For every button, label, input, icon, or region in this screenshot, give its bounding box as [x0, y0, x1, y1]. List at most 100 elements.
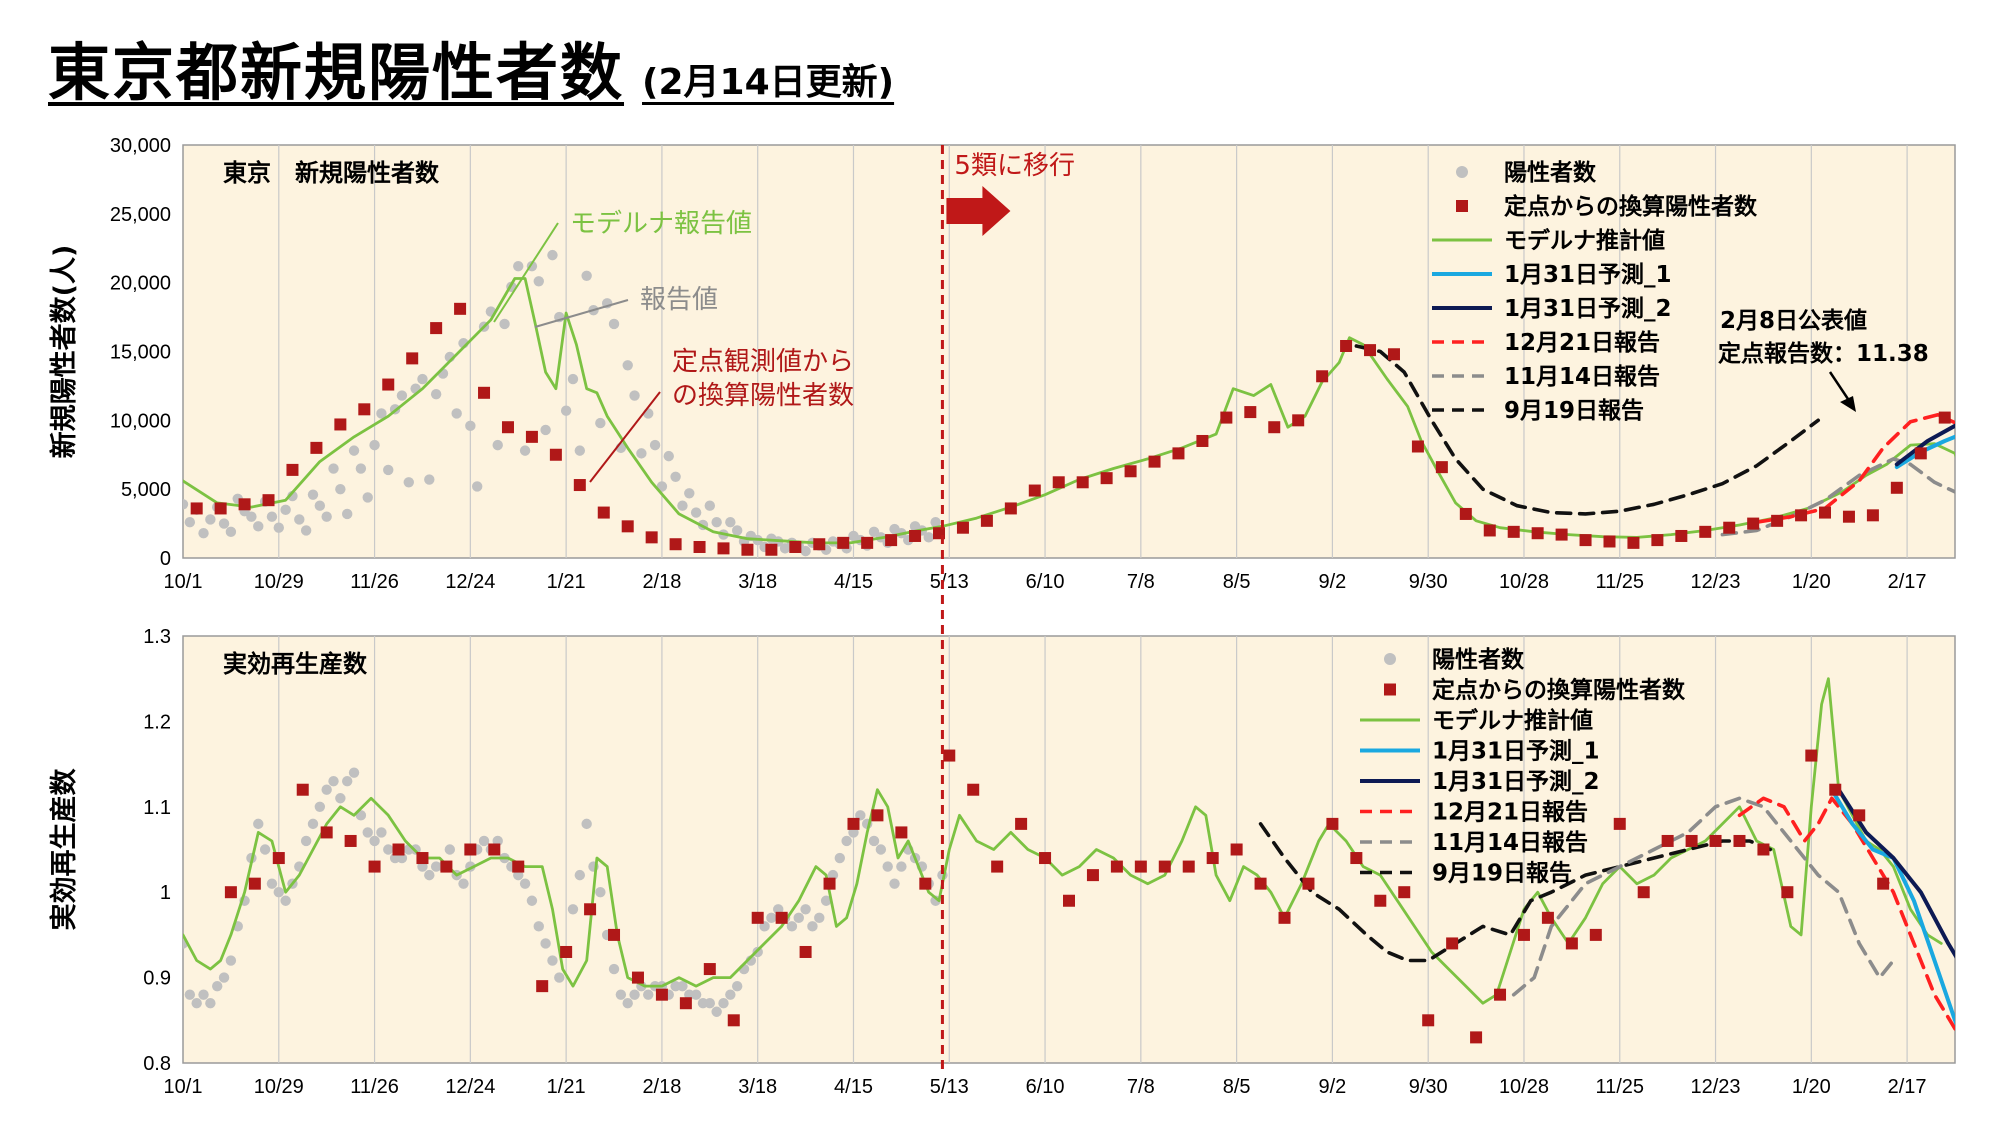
sentinel-point [1963, 410, 1975, 422]
reported-point [800, 545, 811, 557]
reported-point [684, 488, 695, 499]
jan31-forecast-1-line [1829, 787, 1955, 1026]
reported-point [711, 517, 722, 528]
sentinel-point [406, 352, 419, 365]
reported-point [814, 912, 825, 924]
sentinel-point [1842, 510, 1855, 523]
sentinel-point [967, 783, 980, 796]
reported-point [615, 989, 627, 1000]
sentinel-point [1579, 534, 1592, 547]
reported-point [677, 500, 688, 511]
sentinel-point [631, 971, 644, 984]
legend-swatch-square [1384, 683, 1396, 696]
sentinel-point [655, 988, 668, 1001]
reported-point [307, 489, 319, 500]
reported-point [225, 955, 237, 966]
divider-label: 5類に移行 [954, 151, 1075, 181]
reported-point [533, 276, 544, 287]
sentinel-point [1387, 348, 1400, 361]
sentinel-point [1866, 509, 1879, 522]
reported-point [307, 818, 319, 830]
x-tick-label: 11/26 [350, 571, 399, 593]
reported-point [376, 827, 387, 838]
reported-point [273, 887, 284, 898]
sentinel-point [536, 980, 549, 993]
reported-point [280, 895, 291, 906]
sentinel-point [368, 860, 381, 873]
sentinel-point [1411, 440, 1424, 453]
sentinel-point [991, 860, 1004, 873]
legend-label: 11月14日報告 [1504, 363, 1660, 390]
sentinel-point [1637, 886, 1650, 899]
reported-point [383, 844, 394, 855]
sentinel-point [1709, 834, 1722, 847]
reported-point [793, 912, 804, 924]
sentinel-point [1182, 860, 1195, 873]
sentinel-point [573, 479, 586, 492]
sentinel-point [895, 826, 908, 839]
y-tick-label: 20,000 [110, 273, 171, 295]
reported-point [670, 471, 681, 482]
sentinel-point [1268, 421, 1281, 434]
reported-point [547, 955, 558, 966]
sentinel-point [501, 421, 514, 434]
reported-point [519, 878, 531, 889]
sentinel-point [1340, 339, 1353, 352]
reported-point [513, 260, 524, 272]
positive-cases-chart: 10/1 10/29 11/26 12/24 1/21 2/18 3/18 4/15 5/13 6… [48, 135, 1975, 593]
sentinel-point [1651, 534, 1664, 547]
reported-point [451, 408, 462, 419]
sentinel-point [1781, 886, 1794, 899]
sentinel-point [1747, 517, 1760, 530]
reported-point [574, 869, 586, 881]
x-tick-label: 9/30 [1409, 1076, 1448, 1098]
sentinel-point [1398, 886, 1411, 899]
reported-point [649, 439, 661, 451]
x-tick-label: 9/2 [1318, 1076, 1346, 1098]
reported-point [786, 921, 798, 932]
sentinel-point [560, 945, 573, 958]
sentinel-point [621, 520, 634, 533]
reported-point [198, 528, 209, 539]
sentinel-point [789, 540, 802, 553]
legend-label: 1月31日予測_1 [1504, 262, 1672, 288]
reported-point [478, 835, 490, 847]
sentinel-point [813, 538, 826, 551]
reported-point [629, 989, 640, 1000]
y-tick-label: 0.9 [143, 968, 171, 990]
sentinel-point [1004, 502, 1017, 515]
sentinel-point [358, 403, 371, 416]
reported-point [643, 408, 654, 419]
reported-point [417, 373, 428, 385]
reported-point [225, 526, 237, 538]
reported-point [355, 463, 367, 474]
reported-point [376, 408, 387, 419]
sentinel-point [1316, 370, 1329, 383]
annotation-reported-leader [534, 299, 629, 328]
legend-label: 12月21日報告 [1432, 799, 1588, 826]
reported-point [663, 450, 674, 462]
y-tick-label: 5,000 [121, 479, 171, 501]
reported-point [711, 1006, 722, 1017]
sentinel-point [608, 928, 621, 941]
sentinel-point [703, 963, 716, 976]
reported-point [362, 492, 373, 503]
header: 東京都新規陽性者数 (2月14日更新) [48, 22, 894, 112]
sentinel-point [382, 378, 395, 391]
y-tick-label: 0 [160, 548, 171, 570]
sentinel-point [717, 542, 730, 555]
x-tick-label: 11/25 [1595, 571, 1644, 593]
x-tick-label: 5/13 [930, 1076, 969, 1098]
reported-point [841, 835, 852, 847]
sentinel-point [286, 463, 299, 476]
reported-point [266, 878, 278, 889]
sentinel-point [1507, 525, 1520, 538]
sentinel-point [214, 502, 227, 515]
x-tick-label: 2/18 [642, 1076, 681, 1098]
sentinel-point [775, 911, 788, 924]
sentinel-point [1757, 843, 1770, 856]
divider-line-group: 5類に移行 [940, 145, 1075, 1075]
